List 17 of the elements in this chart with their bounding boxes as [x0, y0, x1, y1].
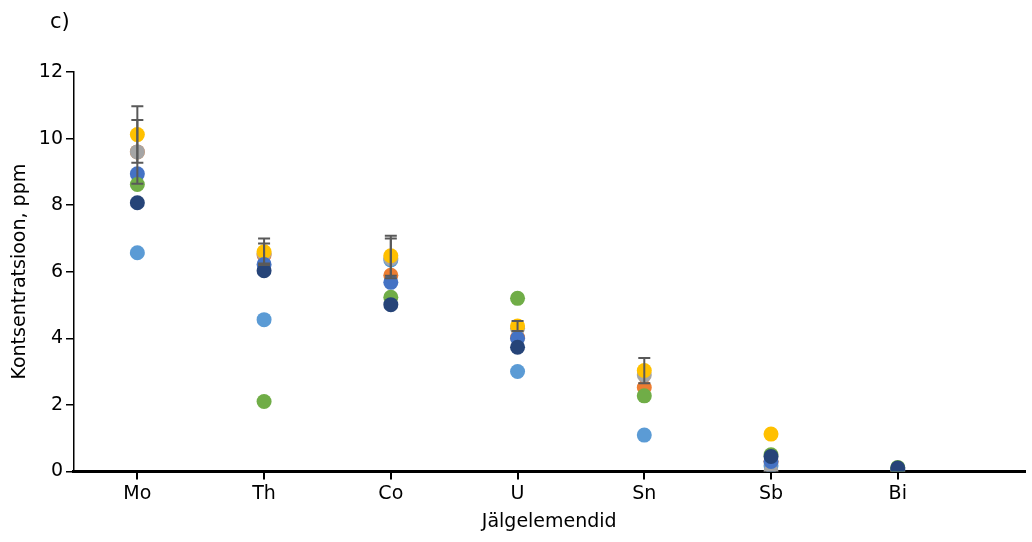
y-tick-label: 8: [50, 192, 63, 215]
text: c): [50, 8, 70, 33]
x-tick-label: Mo: [123, 480, 152, 503]
x-tick-label: Bi: [888, 480, 907, 503]
x-tick-label: Sb: [758, 480, 784, 503]
y-tick-label: 6: [50, 258, 63, 281]
y-tick-label: 0: [50, 458, 63, 481]
y-axis-title: Kontsentratsioon, ppm: [7, 163, 30, 380]
y-tick-label: 10: [38, 125, 63, 148]
y-tick-label: 2: [50, 391, 63, 414]
x-tick-label: Sn: [632, 480, 657, 503]
x-axis-title: Jälgelemendid: [480, 508, 617, 531]
x-tick-label: U: [510, 480, 525, 503]
x-tick-label: Co: [378, 480, 404, 503]
y-tick-label: 12: [38, 58, 63, 81]
x-tick-label: Th: [251, 480, 276, 503]
y-tick-label: 4: [50, 325, 63, 348]
